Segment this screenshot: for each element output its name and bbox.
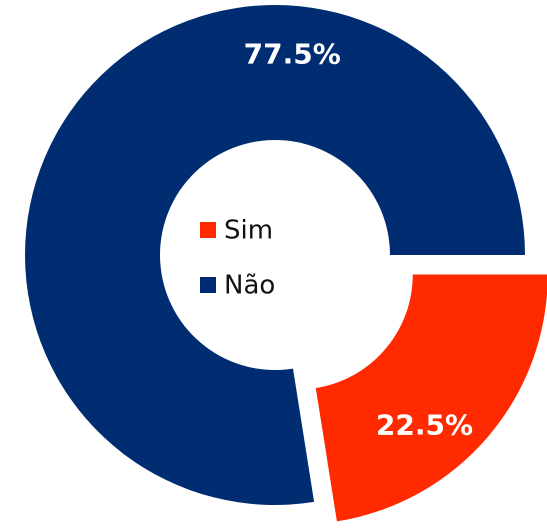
- donut-segment: [25, 5, 525, 506]
- legend-swatch: [200, 222, 216, 238]
- value-label: 77.5%: [244, 38, 341, 71]
- value-label: 22.5%: [376, 409, 473, 442]
- legend-label: Sim: [224, 216, 273, 246]
- donut-segment: [315, 274, 547, 522]
- legend-label: Não: [224, 271, 275, 301]
- legend-swatch: [200, 277, 216, 293]
